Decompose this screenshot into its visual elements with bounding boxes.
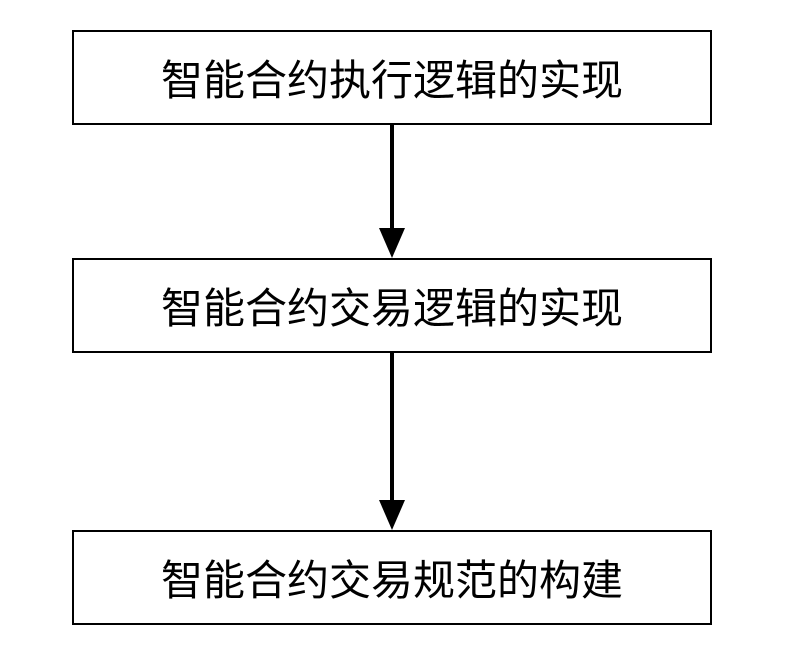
- flow-node-label: 智能合约交易逻辑的实现: [161, 275, 623, 336]
- flow-arrow-n2-n3: [377, 353, 407, 530]
- flowchart-canvas: 智能合约执行逻辑的实现智能合约交易逻辑的实现智能合约交易规范的构建: [0, 0, 787, 663]
- flow-node-n1: 智能合约执行逻辑的实现: [72, 30, 712, 125]
- flow-node-label: 智能合约执行逻辑的实现: [161, 47, 623, 108]
- flow-arrow-n1-n2: [377, 125, 407, 258]
- flow-node-n2: 智能合约交易逻辑的实现: [72, 258, 712, 353]
- flow-node-label: 智能合约交易规范的构建: [161, 547, 623, 608]
- flow-node-n3: 智能合约交易规范的构建: [72, 530, 712, 625]
